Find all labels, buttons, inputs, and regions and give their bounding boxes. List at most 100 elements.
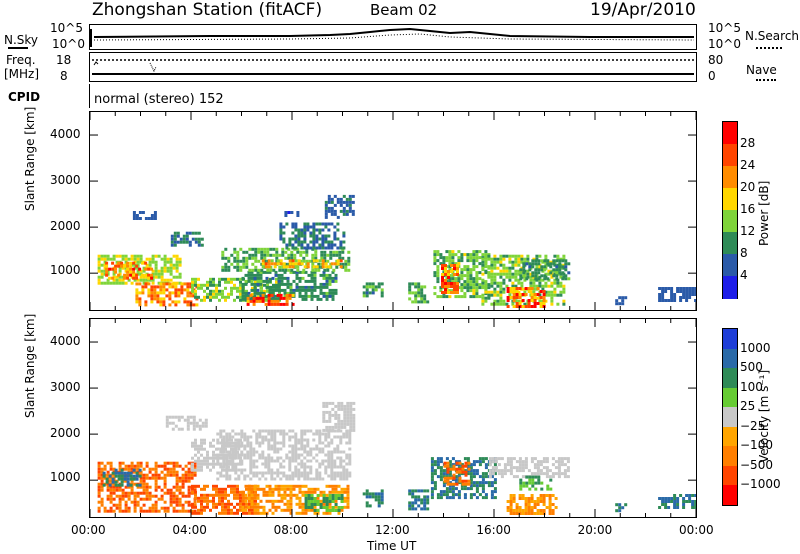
velocity-region-16 [658,494,696,509]
power-region-5 [246,293,295,306]
power-ytick-4000: 4000 [50,127,81,141]
noise-right-tick-bottom: 10^0 [708,37,741,51]
x-tick-label: 12:00 [375,523,410,537]
velocity-colorbar-swatch [723,329,737,350]
cpid-marker [89,84,90,108]
velocity-region-5 [191,438,242,472]
power-ytick-2000: 2000 [50,219,81,233]
nave-right-tick-top: 80 [708,53,724,67]
power-region-18 [506,287,546,308]
nave-right-tick-bottom: 0 [708,69,716,83]
velocity-region-8 [304,494,344,512]
power-region-20 [658,287,696,302]
velocity-colorbar [722,328,738,506]
power-colorbar-swatch [723,188,737,211]
velocity-region-4 [216,429,352,481]
velocity-ytick-4000: 4000 [50,334,81,348]
velocity-ytick-3000: 3000 [50,380,81,394]
velocity-region-11 [430,457,497,500]
noise-sky-legend-line [8,47,28,49]
power-ylabel: Slant Range [km] [23,106,37,211]
power-region-19 [519,259,571,281]
x-tick-label: 04:00 [172,523,207,537]
velocity-ylabel: Slant Range [km] [23,313,37,418]
x-tick-label: 00:00 [679,523,714,537]
beam-label: Beam 02 [370,1,438,19]
velocity-region-14 [506,494,558,515]
power-region-4 [241,270,338,301]
nave-legend-line [756,79,776,81]
velocity-region-1 [102,468,142,487]
power-heatmap [90,112,696,310]
velocity-panel [89,318,697,518]
noise-right-tick-top: 10^5 [708,21,741,35]
velocity-region-6 [322,401,356,432]
power-colorbar-tick: 20 [740,180,756,194]
power-colorbar-swatch [723,232,737,255]
velocity-colorbar-swatch [723,348,737,369]
velocity-region-0 [97,461,197,513]
velocity-colorbar-tick: −100 [740,438,773,453]
power-colorbar-tick: 16 [740,202,756,216]
power-colorbar-swatch [723,210,737,233]
velocity-colorbar-swatch [723,387,737,408]
power-ytick-3000: 3000 [50,173,81,187]
freq-traces [92,59,694,75]
x-tick-label: 08:00 [273,523,309,537]
power-colorbar-swatch [723,122,737,145]
noise-left-tick-top: 10^5 [50,21,83,35]
power-region-7 [261,259,343,269]
power-region-16 [441,264,459,294]
velocity-region-12 [443,461,471,486]
velocity-colorbar-tick: 100 [740,379,763,394]
freq-unit-label: [MHz] [4,67,40,81]
power-region-1 [105,261,154,280]
velocity-region-7 [165,415,208,431]
freq-left-tick-bottom: 8 [60,69,68,83]
power-region-2 [135,282,199,307]
power-colorbar-label: Power [dB] [757,180,771,246]
velocity-colorbar-swatch [723,368,737,389]
velocity-colorbar-swatch [723,465,737,486]
power-colorbar-swatch [723,254,737,277]
velocity-colorbar-swatch [723,446,737,467]
x-tick-label: 20:00 [577,523,613,537]
velocity-colorbar-label: Velocity [m s⁻¹] [757,369,771,463]
noise-sky-label: N.Sky [4,33,39,47]
power-region-10 [170,231,204,247]
noise-search-legend-line [756,47,782,49]
power-colorbar [722,121,738,299]
velocity-region-9 [362,489,384,508]
power-colorbar-swatch [723,276,737,299]
freq-left-tick-top: 18 [56,53,72,67]
power-region-11 [132,211,157,220]
velocity-region-13 [488,457,570,479]
x-tick-label: 16:00 [476,523,511,537]
velocity-colorbar-tick: 1000 [740,340,771,355]
velocity-colorbar-tick: −500 [740,457,773,472]
power-region-9 [324,194,355,219]
power-region-8 [279,222,346,250]
power-colorbar-swatch [723,144,737,167]
velocity-colorbar-tick: 25 [740,399,756,414]
power-region-21 [615,296,628,306]
noise-panel [89,24,697,50]
noise-search-label: N.Search [745,29,800,43]
velocity-region-10 [408,489,430,511]
power-colorbar-tick: 12 [740,224,756,238]
velocity-colorbar-swatch [723,485,737,506]
power-region-14 [408,282,430,304]
velocity-region-17 [615,503,628,513]
nave-label: Nave [746,63,777,77]
noise-left-tick-bottom: 10^0 [52,37,85,51]
power-colorbar-tick: 8 [740,246,748,260]
date-label: 19/Apr/2010 [590,0,696,20]
velocity-ytick-2000: 2000 [50,426,81,440]
cpid-label: CPID [8,90,41,104]
power-colorbar-tick: 4 [740,268,748,282]
velocity-colorbar-tick: 500 [740,360,763,375]
noise-traces [90,27,695,47]
velocity-colorbar-swatch [723,426,737,447]
power-region-15 [433,250,491,299]
velocity-ytick-1000: 1000 [50,470,81,484]
